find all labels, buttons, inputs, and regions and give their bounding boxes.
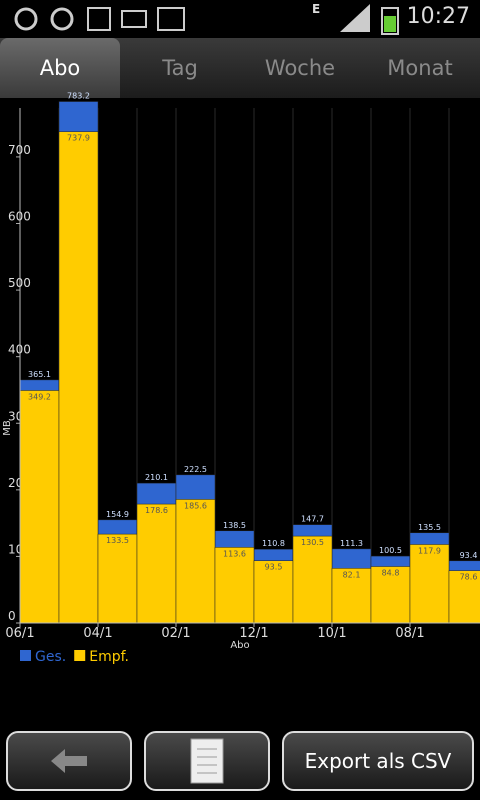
x-tick-label: 06/1 (5, 626, 34, 641)
x-tick-label: 12/1 (239, 626, 268, 641)
clock: 10:27 (406, 4, 470, 29)
value-label: 185.6 (184, 501, 207, 510)
bar (58, 131, 99, 624)
x-tick-label: 04/1 (83, 626, 112, 641)
bar (97, 533, 138, 624)
bar (175, 499, 216, 624)
network-type: E (312, 2, 321, 16)
value-label: 117.9 (418, 546, 441, 555)
status-icons (14, 7, 185, 31)
y-tick-label: 600 (8, 210, 31, 224)
tab[interactable]: Woche (264, 56, 336, 80)
value-label: 178.6 (145, 506, 168, 515)
bar (136, 503, 177, 624)
x-tick-label: 02/1 (161, 626, 190, 641)
value-label: 84.8 (382, 569, 400, 578)
x-tick-label: 10/1 (317, 626, 346, 641)
value-label: 138.5 (223, 521, 246, 530)
value-label: 737.9 (67, 134, 90, 143)
value-label: 210.1 (145, 473, 168, 482)
value-label: 133.5 (106, 536, 129, 545)
bar (292, 535, 333, 624)
bar (19, 390, 60, 624)
back-button[interactable] (6, 731, 132, 791)
status-signal (340, 4, 399, 35)
value-label: 93.5 (265, 563, 283, 572)
value-label: 100.5 (379, 546, 402, 555)
status-bar: E 10:27 (0, 0, 480, 38)
legend-swatch (20, 650, 31, 661)
value-label: 783.2 (67, 92, 90, 101)
y-tick-label: 0 (8, 609, 16, 623)
value-label: 110.8 (262, 539, 285, 548)
x-tick-label: 08/1 (395, 626, 424, 641)
tab[interactable]: Abo (0, 38, 120, 98)
value-label: 130.5 (301, 538, 324, 547)
value-label: 147.7 (301, 515, 324, 524)
bar (214, 547, 255, 624)
y-axis-title: MB (2, 420, 13, 436)
value-label: 365.1 (28, 370, 51, 379)
export-button[interactable]: Export als CSV (282, 731, 474, 791)
value-label: 111.3 (340, 539, 363, 548)
legend-label: Ges. (35, 649, 66, 665)
tab[interactable]: Monat (387, 56, 453, 80)
export-label: Export als CSV (304, 749, 452, 773)
bar (448, 570, 480, 624)
tab[interactable]: Tag (162, 56, 198, 80)
x-axis-title: Abo (230, 640, 249, 651)
value-label: 135.5 (418, 523, 441, 532)
legend-label: Empf. (89, 649, 129, 665)
bar (409, 544, 450, 624)
bar (253, 560, 294, 624)
table-button[interactable] (144, 731, 270, 791)
value-label: 349.2 (28, 392, 51, 401)
chart: 0100200300400500600700365.1783.2154.9210… (2, 92, 480, 665)
value-label: 222.5 (184, 465, 207, 474)
value-label: 82.1 (343, 570, 361, 579)
legend-swatch (74, 650, 86, 661)
back-arrow-icon (51, 749, 87, 773)
y-tick-label: 700 (8, 143, 31, 157)
value-label: 78.6 (460, 573, 478, 582)
value-label: 154.9 (106, 510, 129, 519)
y-tick-label: 500 (8, 276, 31, 290)
document-icon (190, 738, 224, 784)
value-label: 93.4 (460, 551, 478, 560)
tab-bar: Abo Tag Woche Monat (0, 38, 480, 98)
value-label: 113.6 (223, 549, 246, 558)
y-tick-label: 400 (8, 343, 31, 357)
